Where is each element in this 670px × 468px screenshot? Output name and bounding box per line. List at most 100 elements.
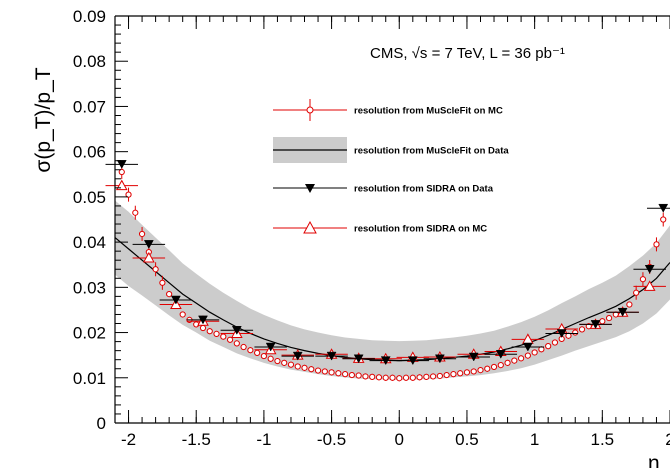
mc-point	[572, 329, 579, 336]
mc-point	[294, 363, 301, 370]
mc-point	[450, 371, 457, 378]
mc-point	[233, 340, 240, 347]
mc-point	[463, 369, 471, 376]
sidra-data-point	[590, 320, 601, 329]
mc-point	[504, 359, 511, 366]
mc-point	[159, 279, 166, 286]
mc-point	[301, 364, 308, 371]
x-tick-label: 1	[530, 430, 539, 449]
sidra-data-point	[658, 203, 669, 213]
mc-point	[213, 330, 220, 338]
marker-layer	[105, 160, 670, 382]
mc-point	[328, 369, 335, 376]
sidra-data-point	[231, 326, 242, 335]
x-tick-label: 0	[395, 430, 404, 449]
mc-point	[321, 368, 328, 375]
x-tick-label: 0.5	[455, 430, 479, 449]
mc-point	[369, 373, 376, 380]
mc-point	[531, 349, 538, 356]
x-tick-label: 2	[665, 430, 670, 449]
mc-point	[375, 374, 383, 381]
mc-point	[240, 343, 247, 351]
mc-point	[166, 291, 173, 298]
mc-point	[490, 363, 498, 371]
sidra-mc-point	[142, 251, 155, 263]
sidra-mc-point	[115, 179, 128, 191]
mc-point	[578, 326, 586, 333]
sidra-data-point	[326, 351, 337, 361]
legend-sidra-data-marker	[305, 184, 315, 193]
mc-point	[545, 343, 552, 350]
sidra-data-point	[380, 356, 391, 366]
sidra-data-point	[116, 160, 127, 169]
mc-point	[484, 365, 491, 372]
sidra-mc-point	[643, 280, 656, 291]
y-tick-label: 0.04	[73, 233, 106, 252]
x-tick-label: -1	[256, 430, 271, 449]
mc-point	[342, 371, 349, 378]
sidra-data-point	[265, 342, 276, 352]
sidra-data-point	[353, 354, 364, 364]
mc-point	[247, 347, 254, 354]
y-tick-label: 0.06	[73, 143, 106, 162]
mc-point	[260, 352, 268, 360]
legend-entry-label: resolution from SIDRA on MC	[354, 224, 487, 235]
sidra-data-point	[198, 315, 208, 325]
mc-point	[281, 359, 288, 366]
mc-point	[436, 372, 443, 380]
x-tick-label: -1.5	[182, 430, 211, 449]
mc-point	[348, 371, 355, 379]
y-tick-label: 0	[97, 414, 106, 433]
x-tick-label: -2	[121, 430, 136, 449]
mc-point	[423, 373, 430, 380]
legend-mc-marker	[306, 106, 314, 114]
mc-point	[477, 366, 484, 374]
sidra-data-point	[292, 351, 303, 361]
experiment-annotation: CMS, √s = 7 TeV, L = 36 pb⁻¹	[370, 45, 565, 62]
sidra-data-point	[407, 356, 418, 366]
mc-point	[660, 216, 667, 223]
mc-point	[199, 324, 207, 332]
sidra-data-point	[143, 240, 154, 249]
mc-point	[382, 374, 389, 381]
sidra-data-point	[556, 329, 567, 338]
mc-point	[599, 318, 606, 325]
axes-layer: 0 0.01 0.02 0.03 0.04 0.05 0.06 0.07 0.08 0.09 -2 -…	[73, 7, 670, 449]
y-axis-title: σ(p_T)/p_T	[32, 67, 55, 172]
mc-point	[396, 375, 403, 382]
sidra-data-point	[495, 350, 506, 359]
mc-point	[626, 301, 633, 308]
y-tick-label: 0.01	[73, 369, 106, 388]
y-tick-label: 0.07	[73, 97, 106, 116]
mc-point	[355, 372, 362, 379]
mc-point	[653, 241, 660, 248]
mc-point	[267, 355, 274, 362]
mc-point	[402, 374, 410, 381]
mc-point	[314, 367, 322, 374]
x-axis-title: η	[648, 452, 660, 468]
mc-point	[362, 373, 369, 380]
mc-point	[605, 314, 613, 322]
mc-point	[254, 349, 261, 357]
legend: resolution from MuScleFit on MC resolutio…	[273, 99, 509, 235]
mc-point	[226, 336, 234, 343]
legend-sidra-mc-marker	[303, 220, 317, 234]
mc-point	[409, 374, 416, 381]
mc-point	[430, 373, 437, 380]
y-tick-label: 0.05	[73, 188, 106, 207]
mc-point	[497, 362, 504, 369]
mc-point	[220, 333, 227, 340]
sidra-data-point	[468, 352, 479, 362]
legend-entry-label: resolution from MuScleFit on MC	[354, 106, 503, 117]
mc-point	[524, 352, 531, 359]
legend-entry-label: resolution from SIDRA on Data	[354, 184, 494, 195]
legend-entry-label: resolution from MuScleFit on Data	[354, 146, 509, 157]
y-tick-label: 0.03	[73, 278, 106, 297]
mc-point	[443, 371, 450, 379]
mc-point	[639, 276, 647, 283]
mc-point	[206, 328, 213, 335]
mc-point	[470, 368, 477, 375]
y-tick-label: 0.09	[73, 7, 106, 26]
mc-point	[308, 366, 315, 373]
